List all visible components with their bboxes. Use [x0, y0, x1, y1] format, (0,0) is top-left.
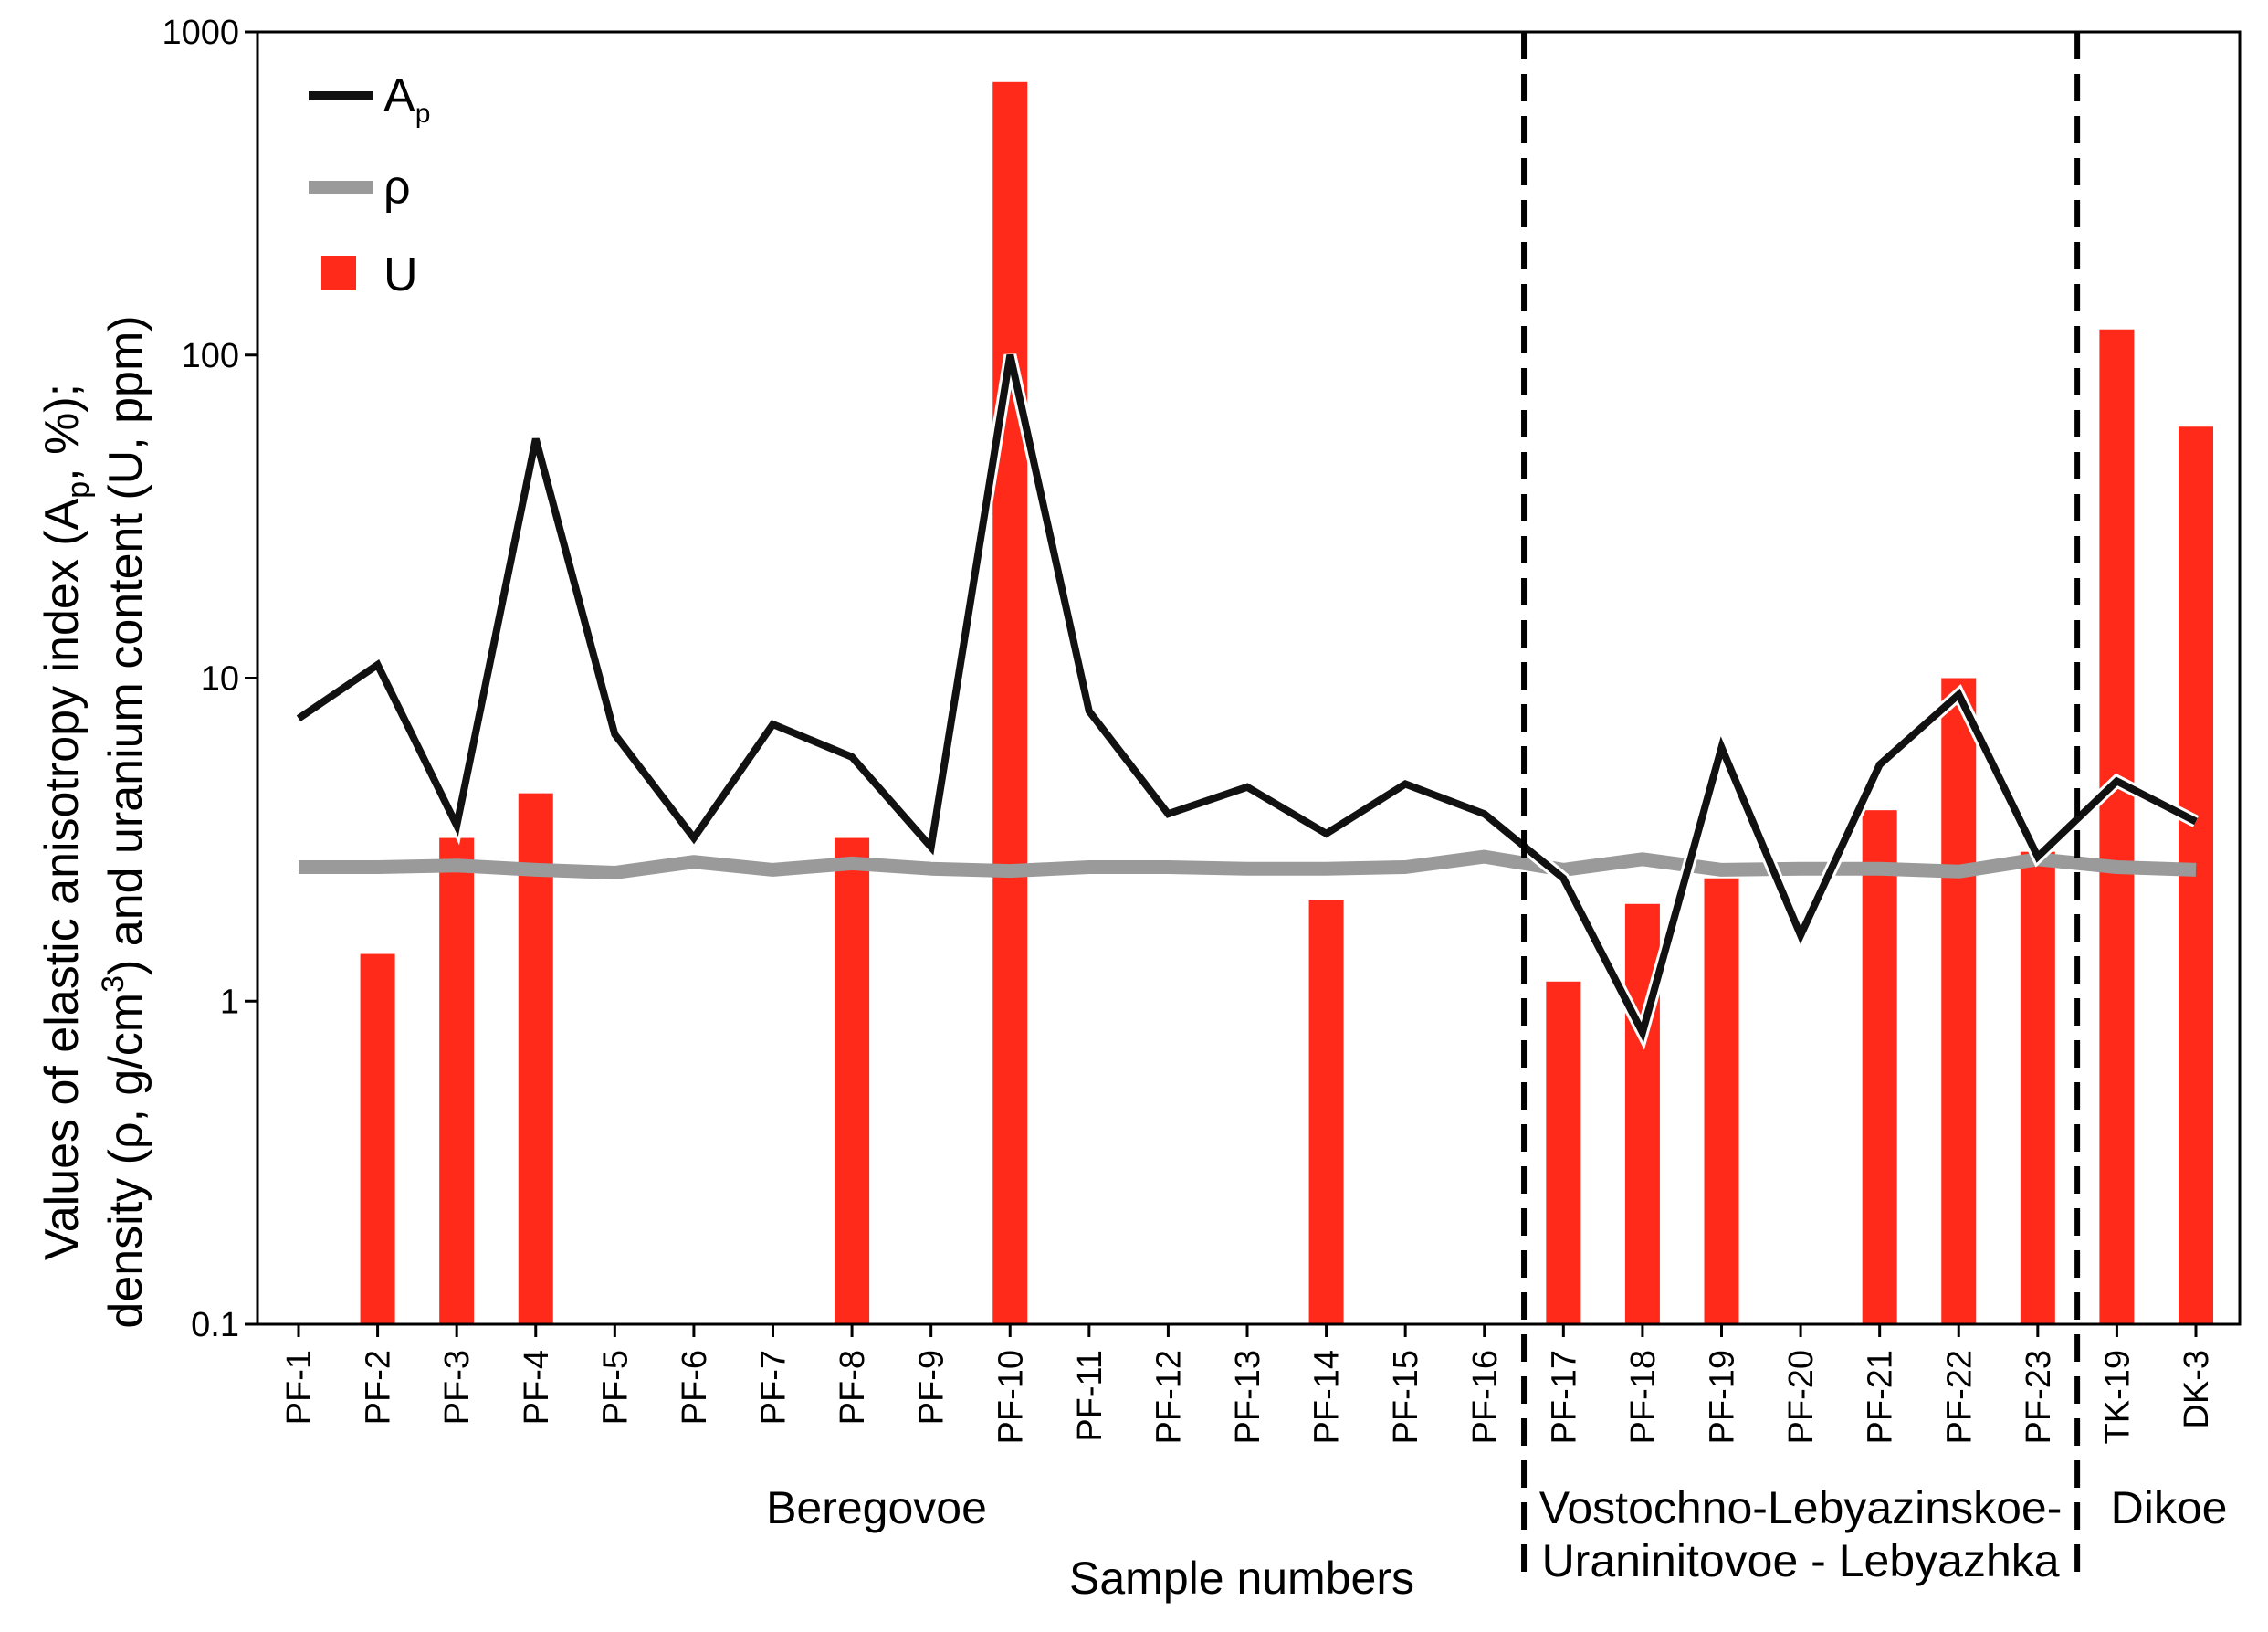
x-tick-label-PF-23: PF-23 [2020, 1350, 2058, 1444]
bar-u-PF-2 [360, 953, 395, 1324]
x-tick-label-PF-9: PF-9 [913, 1350, 951, 1425]
region-label-1-1: Uraninitovoe - Lebyazhka [1542, 1535, 2060, 1586]
bar-u-PF-8 [835, 837, 870, 1324]
legend-label-u: U [383, 248, 418, 301]
region-label-2-0: Dikoe [2111, 1482, 2228, 1533]
region-label-1-0: Vostochno-Lebyazinskoe- [1539, 1482, 2063, 1533]
x-tick-label-PF-3: PF-3 [438, 1350, 477, 1425]
x-tick-label-PF-6: PF-6 [676, 1350, 714, 1425]
legend-label-ap: Ap [383, 69, 430, 129]
x-tick-label-PF-15: PF-15 [1387, 1350, 1425, 1444]
bar-u-PF-4 [518, 793, 553, 1324]
legend-label-rho: ρ [383, 161, 411, 214]
svg-text:Values of elastic anisotropy i: Values of elastic anisotropy index (Ap, … [36, 384, 96, 1260]
y-tick-label-1000: 1000 [162, 14, 239, 52]
x-tick-label-PF-18: PF-18 [1624, 1350, 1663, 1444]
bar-u-PF-19 [1704, 878, 1739, 1324]
x-tick-label-PF-1: PF-1 [280, 1350, 319, 1425]
line-ap [296, 353, 2198, 1043]
x-tick-label-PF-14: PF-14 [1308, 1350, 1347, 1444]
x-tick-label-PF-21: PF-21 [1862, 1350, 1900, 1444]
region-label-0-0: Beregovoe [766, 1482, 987, 1533]
legend: Ap ρ U [309, 69, 430, 301]
y-axis-title: Values of elastic anisotropy index (Ap, … [36, 315, 152, 1328]
y-tick-label-1: 1 [220, 983, 239, 1021]
axes: 0.1 1 10 100 1000 PF-1 PF-2 PF-3 PF-4 PF-5 PF-6 PF-… [162, 14, 2216, 1444]
x-tick-label-PF-17: PF-17 [1545, 1350, 1583, 1444]
x-tick-label-PF-10: PF-10 [992, 1350, 1030, 1444]
bar-u-PF-3 [439, 837, 475, 1324]
x-tick-label-PF-2: PF-2 [360, 1350, 398, 1425]
x-axis-title: Sample numbers [1069, 1553, 1414, 1604]
x-tick-label-PF-13: PF-13 [1229, 1350, 1267, 1444]
region-separators [1521, 32, 2081, 1585]
x-tick-label-PF-11: PF-11 [1071, 1350, 1109, 1442]
svg-text:density (ρ, g/cm3) and uranium: density (ρ, g/cm3) and uranium content (… [96, 315, 152, 1328]
bar-u-PF-23 [2020, 851, 2055, 1324]
y-tick-label-10: 10 [201, 660, 239, 699]
bar-u-TK-19 [2099, 329, 2135, 1324]
x-tick-label-TK-19: TK-19 [2098, 1350, 2137, 1444]
x-tick-label-PF-8: PF-8 [834, 1350, 872, 1425]
bar-u-PF-21 [1862, 810, 1897, 1324]
x-tick-label-PF-16: PF-16 [1466, 1350, 1505, 1444]
bar-u-PF-22 [1941, 678, 1977, 1324]
x-tick-label-PF-7: PF-7 [755, 1350, 793, 1425]
y-tick-label-100: 100 [182, 337, 239, 375]
bar-series-u [360, 81, 2213, 1324]
x-tick-label-DK-3: DK-3 [2178, 1350, 2216, 1429]
region-labels: Beregovoe Vostochno-Lebyazinskoe-Uraninit… [766, 1482, 2227, 1586]
x-tick-label-PF-20: PF-20 [1782, 1350, 1821, 1444]
x-tick-label-PF-5: PF-5 [596, 1350, 635, 1425]
bar-u-PF-10 [992, 81, 1028, 1324]
bar-u-PF-14 [1308, 900, 1344, 1324]
x-tick-label-PF-22: PF-22 [1940, 1350, 1979, 1444]
x-tick-label-PF-4: PF-4 [518, 1350, 556, 1425]
y-tick-label-0.1: 0.1 [191, 1306, 239, 1344]
x-tick-label-PF-12: PF-12 [1150, 1350, 1188, 1444]
line-rho [299, 849, 2197, 879]
x-tick-label-PF-19: PF-19 [1704, 1350, 1742, 1444]
line-series [295, 353, 2200, 1050]
legend-swatch-u [321, 256, 356, 290]
bar-u-PF-17 [1546, 981, 1581, 1324]
